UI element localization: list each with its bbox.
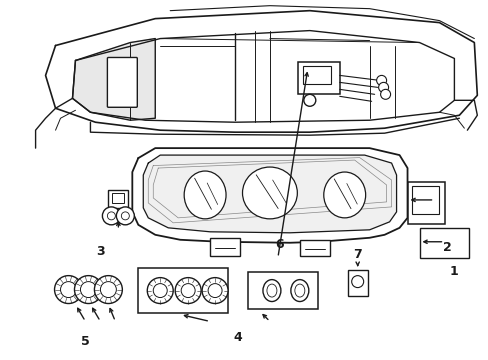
Circle shape: [55, 276, 82, 303]
Bar: [411, 186, 439, 214]
Text: 1: 1: [449, 265, 458, 278]
Circle shape: [81, 282, 96, 298]
Bar: [210, 238, 240, 256]
Circle shape: [107, 212, 115, 220]
Circle shape: [181, 284, 195, 298]
Circle shape: [74, 276, 102, 303]
Bar: [299, 240, 329, 256]
Text: 5: 5: [81, 335, 90, 348]
Bar: [347, 270, 367, 296]
Ellipse shape: [290, 280, 308, 302]
Ellipse shape: [263, 280, 280, 302]
Ellipse shape: [242, 167, 297, 219]
Polygon shape: [72, 39, 155, 120]
Circle shape: [351, 276, 363, 288]
Circle shape: [100, 282, 116, 298]
Circle shape: [175, 278, 201, 303]
Text: 6: 6: [275, 238, 284, 251]
Circle shape: [147, 278, 173, 303]
Circle shape: [121, 212, 129, 220]
Text: 3: 3: [96, 245, 104, 258]
Circle shape: [208, 284, 222, 298]
Ellipse shape: [184, 171, 225, 219]
Polygon shape: [45, 11, 476, 132]
Circle shape: [303, 94, 315, 106]
Ellipse shape: [266, 284, 276, 297]
Bar: [302, 67, 330, 84]
Bar: [297, 62, 339, 94]
Circle shape: [376, 75, 386, 85]
FancyBboxPatch shape: [107, 58, 137, 107]
Polygon shape: [72, 31, 453, 122]
Bar: [247, 272, 317, 310]
Bar: [407, 182, 445, 224]
Polygon shape: [132, 148, 407, 243]
Circle shape: [94, 276, 122, 303]
Circle shape: [102, 207, 120, 225]
Circle shape: [380, 89, 390, 99]
Circle shape: [202, 278, 227, 303]
Polygon shape: [143, 155, 396, 233]
Ellipse shape: [323, 172, 365, 218]
Text: 2: 2: [442, 241, 451, 254]
Bar: [112, 193, 124, 203]
Bar: [138, 268, 227, 314]
Ellipse shape: [294, 284, 304, 297]
Text: 4: 4: [233, 331, 242, 344]
Circle shape: [378, 82, 388, 92]
Bar: [419, 228, 468, 258]
Text: 7: 7: [353, 248, 361, 261]
Circle shape: [116, 207, 134, 225]
Circle shape: [61, 282, 76, 298]
Circle shape: [153, 284, 167, 298]
Bar: [108, 190, 128, 208]
